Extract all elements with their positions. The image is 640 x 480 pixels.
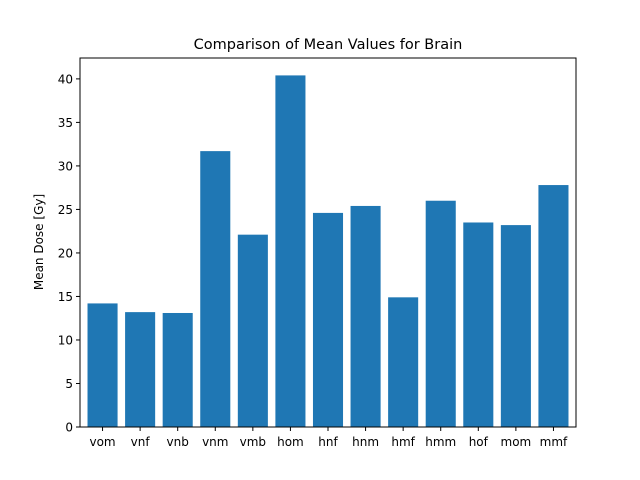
x-tick-label: vom	[89, 435, 115, 449]
x-tick-label: vnb	[167, 435, 189, 449]
y-tick-label: 35	[58, 116, 73, 130]
bar-vnm	[200, 151, 231, 427]
bar-hnm	[350, 205, 381, 427]
bar-hmm	[425, 200, 456, 427]
x-tick-label: vmb	[240, 435, 266, 449]
bar-hmf	[388, 297, 419, 427]
x-tick-label: hnf	[318, 435, 338, 449]
bar-mmf	[538, 185, 569, 427]
y-tick-label: 20	[58, 246, 73, 260]
y-axis-ticks: 0 5 10 15 20 25 30 35 40	[58, 72, 80, 435]
y-tick-label: 0	[65, 421, 73, 435]
bar-vmb	[237, 234, 268, 427]
y-tick-label: 10	[58, 333, 73, 347]
x-tick-label: hom	[277, 435, 304, 449]
chart-title: Comparison of Mean Values for Brain	[194, 37, 463, 53]
bar-vnb	[162, 312, 193, 427]
x-tick-label: mmf	[540, 435, 568, 449]
bar-vnf	[125, 312, 156, 427]
x-tick-label: hmf	[391, 435, 415, 449]
y-tick-label: 40	[58, 72, 73, 86]
x-tick-label: vnm	[202, 435, 228, 449]
x-axis-ticks: vom vnf vnb vnm vmb hom hnf hnm hmf hmm hof mom mmf	[89, 427, 568, 449]
x-tick-label: hmm	[425, 435, 456, 449]
bar-vom	[87, 303, 118, 427]
y-tick-label: 25	[58, 203, 73, 217]
y-tick-label: 5	[65, 377, 73, 391]
x-tick-label: hof	[469, 435, 489, 449]
bar-hof	[463, 222, 494, 427]
plot-area-frame	[79, 57, 577, 428]
bar-mom	[500, 225, 531, 427]
bars-group	[87, 75, 569, 427]
y-tick-label: 15	[58, 290, 73, 304]
bar-hnf	[312, 212, 344, 427]
y-tick-label: 30	[58, 159, 73, 173]
x-tick-label: vnf	[131, 435, 151, 449]
x-tick-label: mom	[501, 435, 532, 449]
y-axis-label: Mean Dose [Gy]	[32, 194, 46, 290]
bar-hom	[275, 75, 306, 427]
x-tick-label: hnm	[352, 435, 379, 449]
